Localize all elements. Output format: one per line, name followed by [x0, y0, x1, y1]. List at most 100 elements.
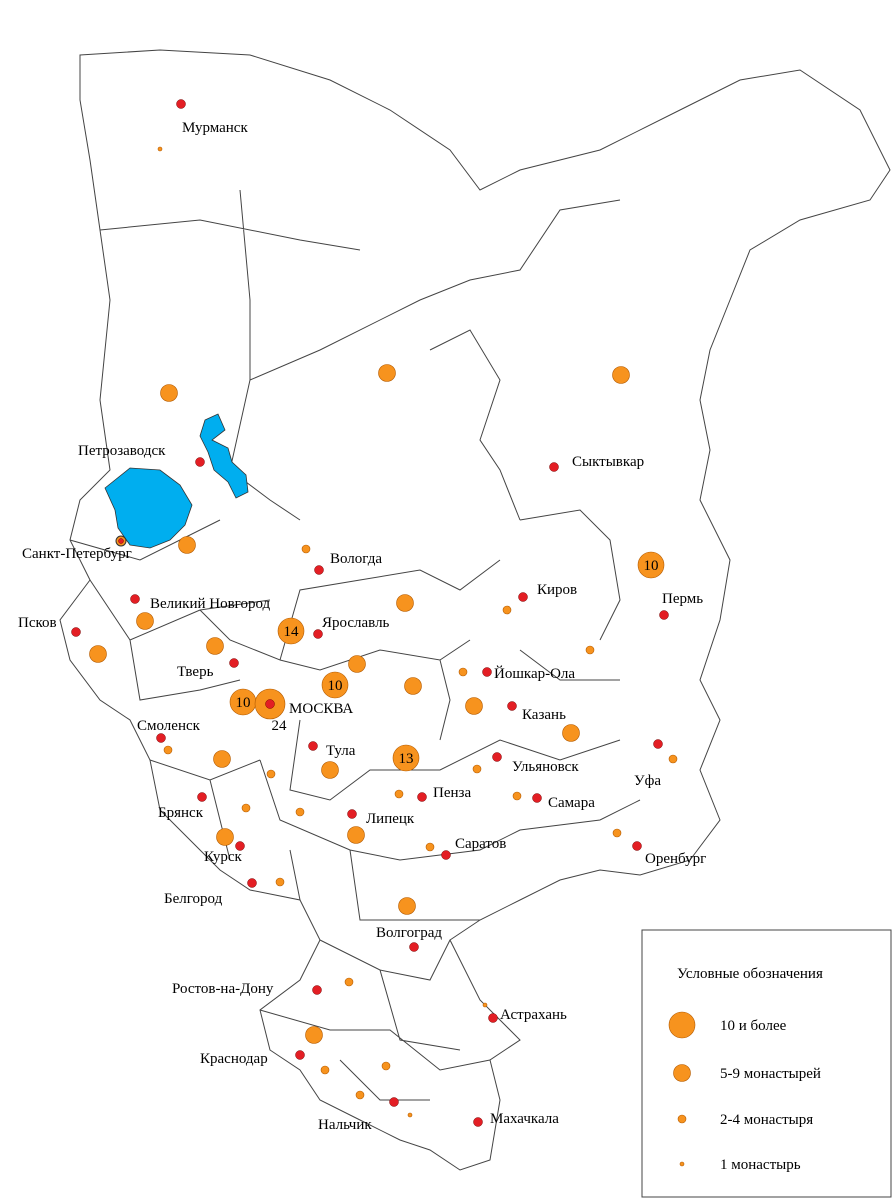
count-label: 10 [236, 695, 251, 711]
legend-symbol [673, 1064, 691, 1082]
symbol [301, 544, 311, 554]
city-label: Курск [204, 849, 243, 865]
city-marker [229, 658, 239, 668]
symbol [407, 1112, 413, 1118]
city-marker [235, 841, 245, 851]
city-label: Брянск [158, 805, 204, 821]
symbol [213, 750, 231, 768]
symbol [612, 828, 622, 838]
city-marker [659, 610, 669, 620]
symbol [398, 897, 416, 915]
city-label: Липецк [366, 811, 415, 827]
legend-label: 2-4 монастыря [720, 1112, 813, 1128]
city-marker [507, 701, 517, 711]
city-marker [156, 733, 166, 743]
region-borders [69, 189, 641, 1101]
large-symbol [277, 617, 305, 645]
symbol [378, 364, 396, 382]
lake-ladoga [104, 467, 193, 549]
city-label: Санкт-Петербург [22, 546, 132, 562]
city-marker [409, 942, 419, 952]
city-marker [308, 741, 318, 751]
city-label: Пенза [433, 785, 471, 801]
city-marker [473, 1117, 483, 1127]
city-label: Псков [18, 615, 57, 631]
city-marker [265, 699, 275, 709]
symbol [585, 645, 595, 655]
city-marker [549, 462, 559, 472]
city-label: Махачкала [490, 1111, 559, 1127]
city-label: Ростов-на-Дону [172, 981, 274, 997]
city-label: Мурманск [182, 120, 248, 136]
symbol [266, 769, 276, 779]
symbol [394, 789, 404, 799]
symbol [216, 828, 234, 846]
city-marker [518, 592, 528, 602]
territory-outline [59, 49, 891, 1171]
symbol [157, 146, 163, 152]
symbol [512, 791, 522, 801]
city-label: Сыктывкар [572, 454, 644, 470]
city-label: Киров [537, 582, 577, 598]
city-label: Саратов [455, 836, 506, 852]
city-marker [653, 739, 663, 749]
city-label: Ульяновск [512, 759, 579, 775]
city-marker [492, 752, 502, 762]
symbol [612, 366, 630, 384]
city-label: Волгоград [376, 925, 442, 941]
city-label: Краснодар [200, 1051, 268, 1067]
symbol [347, 826, 365, 844]
city-label: Нальчик [318, 1117, 372, 1133]
legend-label: 10 и более [720, 1018, 787, 1034]
count-label: 13 [399, 751, 414, 767]
lake-onega [199, 413, 249, 499]
city-label: Ярославль [322, 615, 390, 631]
legend-symbol [677, 1114, 687, 1124]
symbol [321, 761, 339, 779]
symbol [355, 1090, 365, 1100]
city-label: Самара [548, 795, 595, 811]
symbol [348, 655, 366, 673]
city-marker [130, 594, 140, 604]
large-symbol [637, 551, 665, 579]
city-label: Астрахань [500, 1007, 567, 1023]
city-marker [441, 850, 451, 860]
legend-label: 1 монастырь [720, 1157, 801, 1173]
city-label: Белгород [164, 891, 223, 907]
city-marker [195, 457, 205, 467]
symbol [425, 842, 435, 852]
city-label: Петрозаводск [78, 443, 166, 459]
city-label: Пермь [662, 591, 703, 607]
city-marker [314, 565, 324, 575]
city-marker [71, 627, 81, 637]
legend-symbol [668, 1011, 696, 1039]
symbol [206, 637, 224, 655]
city-marker [532, 793, 542, 803]
symbol [458, 667, 468, 677]
city-label: Тверь [177, 664, 214, 680]
legend-box [641, 929, 892, 1198]
city-marker [632, 841, 642, 851]
city-label: Вологда [330, 551, 382, 567]
symbol [275, 877, 285, 887]
symbol [160, 384, 178, 402]
symbol [344, 977, 354, 987]
symbol [163, 745, 173, 755]
symbol [482, 1002, 488, 1008]
symbol [465, 697, 483, 715]
count-label: 24 [272, 718, 288, 734]
city-label: Йошкар-Ола [494, 665, 575, 682]
symbol [396, 594, 414, 612]
city-marker [482, 667, 492, 677]
city-label: Оренбург [645, 851, 706, 867]
symbol [241, 803, 251, 813]
symbol [502, 605, 512, 615]
city-marker [312, 985, 322, 995]
city-marker [176, 99, 186, 109]
symbol [562, 724, 580, 742]
city-marker [389, 1097, 399, 1107]
symbol [305, 1026, 323, 1044]
map-layer: 10 14 10 10 13 24 Мурманск Петрозаводск Санкт-Пе… [18, 99, 706, 1133]
city-marker [417, 792, 427, 802]
